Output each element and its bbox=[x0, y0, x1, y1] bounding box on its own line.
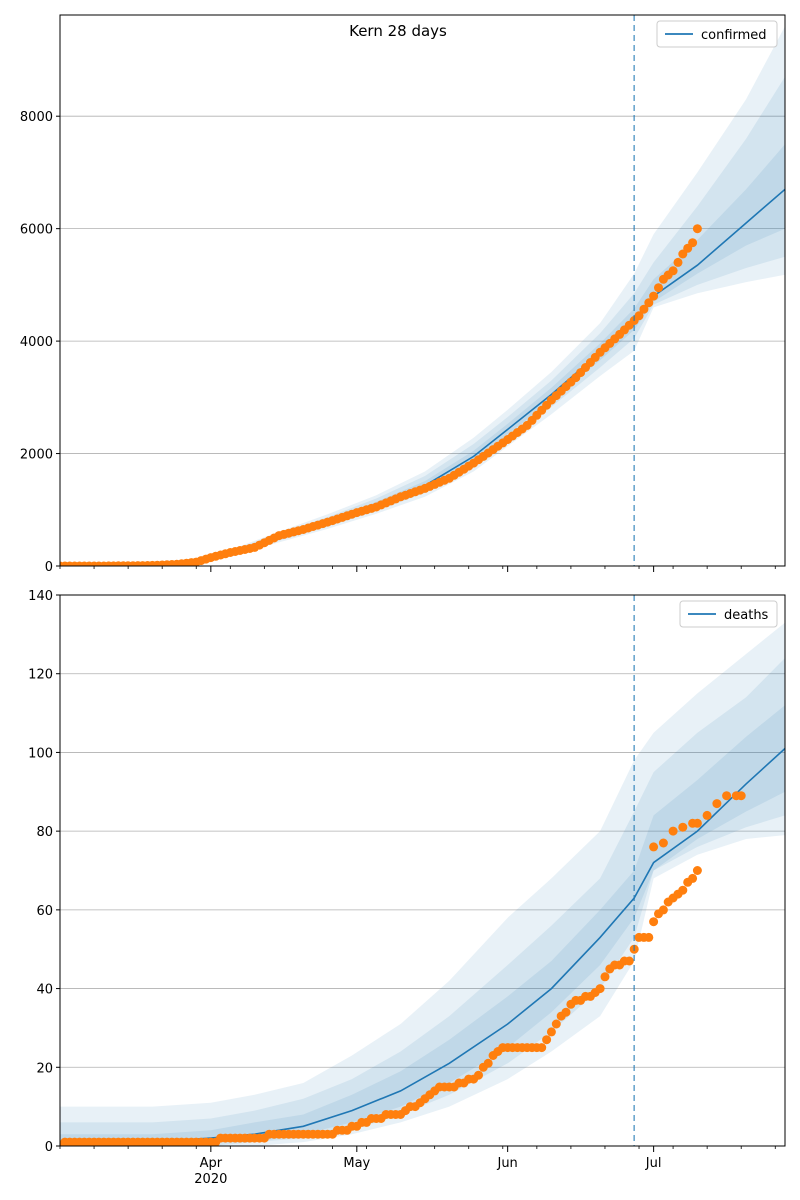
legend-label: confirmed bbox=[701, 28, 767, 43]
observed-point bbox=[649, 842, 659, 852]
observed-point bbox=[537, 1043, 547, 1053]
confidence-band-2 bbox=[60, 658, 785, 1146]
observed-point bbox=[649, 291, 659, 301]
observed-point bbox=[712, 799, 722, 809]
observed-point bbox=[692, 818, 702, 828]
y-tick-label: 0 bbox=[45, 1140, 53, 1155]
y-tick-label: 60 bbox=[36, 904, 53, 919]
y-tick-label: 4000 bbox=[20, 335, 53, 350]
legend-label: deaths bbox=[724, 608, 769, 623]
observed-point bbox=[649, 917, 659, 927]
observed-point bbox=[692, 866, 702, 875]
x-tick-label: Apr bbox=[200, 1156, 223, 1171]
legend: confirmed bbox=[656, 20, 778, 48]
y-tick-label: 0 bbox=[45, 560, 53, 575]
observed-point bbox=[483, 1058, 493, 1068]
observed-point bbox=[644, 932, 654, 942]
confidence-band-2 bbox=[60, 76, 785, 566]
observed-point bbox=[736, 791, 746, 801]
y-tick-label: 140 bbox=[28, 589, 53, 604]
observed-point bbox=[658, 905, 668, 915]
y-tick-label: 120 bbox=[28, 668, 53, 683]
plot-area bbox=[60, 26, 785, 566]
figure-title: Kern 28 days bbox=[349, 22, 447, 40]
axes-frame bbox=[59, 14, 786, 567]
axes-frame bbox=[59, 594, 786, 1147]
x-tick-label: May bbox=[343, 1156, 370, 1171]
observed-point bbox=[639, 304, 649, 314]
observed-point bbox=[668, 826, 678, 836]
y-tick-label: 8000 bbox=[20, 110, 53, 125]
observed-point bbox=[542, 1035, 552, 1045]
x-tick-label: Jun bbox=[496, 1156, 517, 1171]
observed-point bbox=[561, 1007, 571, 1017]
observed-point bbox=[658, 838, 668, 848]
legend: deaths bbox=[679, 600, 778, 628]
observed-point bbox=[634, 311, 644, 321]
y-tick-label: 40 bbox=[36, 983, 53, 998]
observed-point bbox=[644, 298, 654, 308]
observed-point bbox=[678, 822, 688, 832]
confirmed-panel: 0 2000 4000 6000 8000 confirmed bbox=[20, 14, 786, 575]
observed-point bbox=[595, 984, 605, 994]
x-tick-sublabel: 2020 bbox=[194, 1172, 227, 1187]
observed-point bbox=[702, 810, 712, 820]
y-tick-label: 100 bbox=[28, 746, 53, 761]
observed-point bbox=[546, 1027, 556, 1037]
observed-point bbox=[688, 873, 698, 883]
observed-point bbox=[668, 266, 678, 276]
observed-point bbox=[624, 956, 634, 966]
observed-point bbox=[600, 972, 610, 982]
observed-point bbox=[474, 1070, 483, 1080]
legend-box bbox=[679, 600, 778, 628]
observed-point bbox=[551, 1019, 561, 1029]
y-tick-label: 80 bbox=[36, 825, 53, 840]
confidence-band-1 bbox=[60, 26, 785, 566]
observed-point bbox=[678, 885, 688, 895]
x-tick-label: Jul bbox=[645, 1156, 662, 1171]
observed-point bbox=[673, 257, 683, 267]
observed-point bbox=[692, 224, 702, 234]
confidence-band-3 bbox=[60, 705, 785, 1146]
y-tick-label: 6000 bbox=[20, 223, 53, 238]
observed-point bbox=[722, 791, 732, 801]
y-tick-label: 20 bbox=[36, 1061, 53, 1076]
plot-area bbox=[60, 622, 785, 1146]
confidence-band-1 bbox=[60, 622, 785, 1146]
y-tick-label: 2000 bbox=[20, 448, 53, 463]
observed-point bbox=[688, 238, 698, 248]
observed-point bbox=[654, 283, 663, 293]
legend-box bbox=[656, 20, 778, 48]
